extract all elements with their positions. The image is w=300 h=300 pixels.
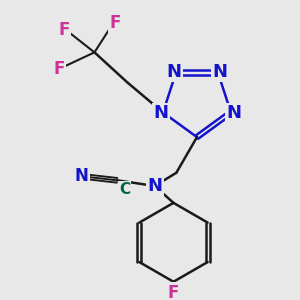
Text: F: F	[53, 60, 64, 78]
Text: N: N	[226, 104, 241, 122]
Text: N: N	[167, 63, 182, 81]
Text: N: N	[154, 104, 169, 122]
Text: N: N	[74, 167, 88, 184]
Text: N: N	[212, 63, 227, 81]
Text: N: N	[147, 177, 162, 195]
Text: F: F	[168, 284, 179, 300]
Text: C: C	[119, 182, 130, 197]
Text: F: F	[110, 14, 121, 32]
Text: F: F	[59, 21, 70, 39]
